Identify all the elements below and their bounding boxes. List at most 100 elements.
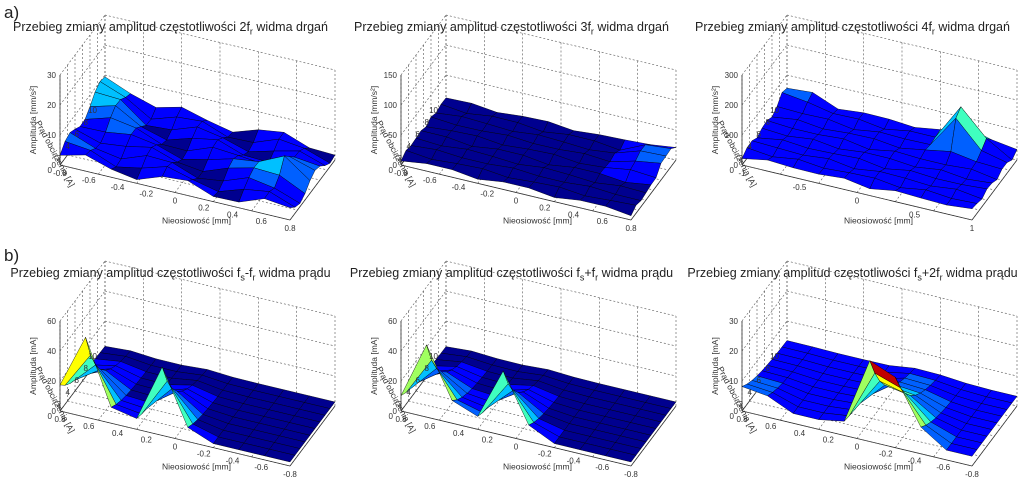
- x-tick-label: -0.8: [283, 470, 297, 479]
- x-tick-label: 0: [173, 197, 178, 206]
- x-tick-label: 0.6: [597, 217, 609, 226]
- z-tick-label: 100: [725, 131, 739, 140]
- x-tick-label: 0: [514, 443, 519, 452]
- z-tick-label: 150: [384, 71, 398, 80]
- z-tick-label: 20: [388, 377, 397, 386]
- surface-plot-2: Przebieg zmiany amplitud częstotliwości …: [341, 0, 682, 246]
- x-tick-label: 0.2: [823, 436, 835, 445]
- y-tick-label: 0: [389, 412, 394, 421]
- y-tick-label: 10: [770, 352, 779, 361]
- surface-plot-1: Przebieg zmiany amplitud częstotliwości …: [0, 0, 341, 246]
- surface-plot-6: Przebieg zmiany amplitud częstotliwości …: [682, 246, 1023, 492]
- y-tick-label: 10: [88, 106, 97, 115]
- plot-canvas: 0102030-0.8-0.6-0.4-0.200.20.40.60.80246…: [28, 14, 336, 233]
- x-axis-label: Nieosiowość [mm]: [162, 461, 231, 471]
- x-tick-label: -0.6: [254, 463, 268, 472]
- z-tick-label: 300: [725, 71, 739, 80]
- plot-canvas: 050100150-0.8-0.6-0.4-0.200.20.40.60.802…: [369, 14, 677, 233]
- z-tick-label: 60: [47, 317, 56, 326]
- x-axis-label: Nieosiowość [mm]: [162, 215, 231, 225]
- y-tick-label: 8: [766, 118, 771, 127]
- y-tick-label: 6: [416, 130, 421, 139]
- section-label-b: b): [4, 246, 20, 265]
- x-tick-label: -0.6: [82, 176, 96, 185]
- x-tick-label: -0.8: [53, 169, 67, 178]
- x-tick-label: 0.4: [568, 210, 580, 219]
- z-tick-label: 20: [47, 377, 56, 386]
- y-tick-label: 4: [66, 142, 71, 151]
- z-tick-label: 30: [47, 71, 56, 80]
- z-tick-label: 40: [47, 347, 56, 356]
- y-tick-label: 4: [407, 142, 412, 151]
- y-tick-label: 6: [757, 376, 762, 385]
- z-tick-label: 50: [388, 131, 397, 140]
- y-tick-label: 2: [57, 154, 62, 163]
- plot-title: Przebieg zmiany amplitud częstotliwości …: [695, 20, 1010, 37]
- y-tick-label: 2: [398, 400, 403, 409]
- y-tick-label: 4: [748, 388, 753, 397]
- plot-title: Przebieg zmiany amplitud częstotliwości …: [10, 266, 331, 283]
- x-tick-label: 0.2: [141, 436, 153, 445]
- z-tick-label: 10: [729, 377, 738, 386]
- x-tick-label: -0.4: [226, 456, 240, 465]
- x-tick-label: -0.6: [595, 463, 609, 472]
- x-tick-label: 0: [855, 197, 860, 206]
- y-tick-label: 0: [730, 412, 735, 421]
- y-tick-label: 2: [398, 154, 403, 163]
- x-tick-label: -0.8: [965, 470, 979, 479]
- z-axis-label: Amplituda [mA]: [369, 337, 379, 395]
- x-tick-label: 0.6: [83, 422, 95, 431]
- z-axis-label: Amplituda [mA]: [710, 337, 720, 395]
- x-tick-label: -0.2: [879, 449, 893, 458]
- z-tick-label: 200: [725, 101, 739, 110]
- x-tick-label: -0.4: [111, 183, 125, 192]
- y-tick-label: 10: [429, 106, 438, 115]
- z-tick-label: 0: [734, 407, 739, 416]
- x-tick-label: 1: [970, 224, 975, 233]
- z-tick-label: 0: [393, 161, 398, 170]
- z-axis-label: Amplituda [mA]: [28, 337, 38, 395]
- x-tick-label: -0.2: [538, 449, 552, 458]
- x-axis-label: Nieosiowość [mm]: [503, 461, 572, 471]
- x-tick-label: 0.4: [453, 429, 465, 438]
- y-tick-label: 8: [84, 118, 89, 127]
- surface-plot-3: Przebieg zmiany amplitud częstotliwości …: [682, 0, 1023, 246]
- x-tick-label: 0.2: [539, 203, 551, 212]
- z-axis-label: Amplituda [mm/s²]: [369, 86, 379, 155]
- x-axis-label: Nieosiowość [mm]: [503, 215, 572, 225]
- x-tick-label: 0.2: [198, 203, 210, 212]
- x-tick-label: -0.2: [480, 190, 494, 199]
- x-tick-label: 0.8: [395, 415, 407, 424]
- x-tick-label: -0.6: [936, 463, 950, 472]
- y-tick-label: 10: [429, 352, 438, 361]
- y-tick-label: 6: [75, 130, 80, 139]
- y-tick-label: 8: [425, 118, 430, 127]
- y-tick-label: 0: [730, 166, 735, 175]
- y-tick-label: 0: [389, 166, 394, 175]
- plot-title: Przebieg zmiany amplitud częstotliwości …: [354, 20, 669, 37]
- x-tick-label: 0: [173, 443, 178, 452]
- y-tick-label: 6: [75, 376, 80, 385]
- x-tick-label: 0.4: [227, 210, 239, 219]
- x-tick-label: 0.4: [794, 429, 806, 438]
- plot-title: Przebieg zmiany amplitud częstotliwości …: [349, 266, 674, 283]
- z-tick-label: 0: [52, 161, 57, 170]
- plot-title: Przebieg zmiany amplitud częstotliwości …: [13, 20, 328, 37]
- x-tick-label: -1: [738, 169, 746, 178]
- z-tick-label: 100: [384, 101, 398, 110]
- z-tick-label: 10: [47, 131, 56, 140]
- plot-canvas: 0100200300-1-0.500.510246810Nieosiowość …: [710, 14, 1018, 233]
- y-axis-label: Prąd obciążenia [A]: [715, 365, 758, 435]
- x-tick-label: 0.8: [736, 415, 748, 424]
- x-tick-label: 0: [514, 197, 519, 206]
- x-tick-label: 0.8: [54, 415, 66, 424]
- z-tick-label: 0: [734, 161, 739, 170]
- x-tick-label: 0.6: [424, 422, 436, 431]
- z-tick-label: 0: [52, 407, 57, 416]
- x-tick-label: 0.8: [625, 224, 637, 233]
- z-axis-label: Amplituda [mm/s²]: [28, 86, 38, 155]
- z-tick-label: 20: [47, 101, 56, 110]
- plot-canvas: 02040600.80.60.40.20-0.2-0.4-0.6-0.80246…: [369, 260, 677, 479]
- y-tick-label: 8: [425, 364, 430, 373]
- x-tick-label: -0.4: [452, 183, 466, 192]
